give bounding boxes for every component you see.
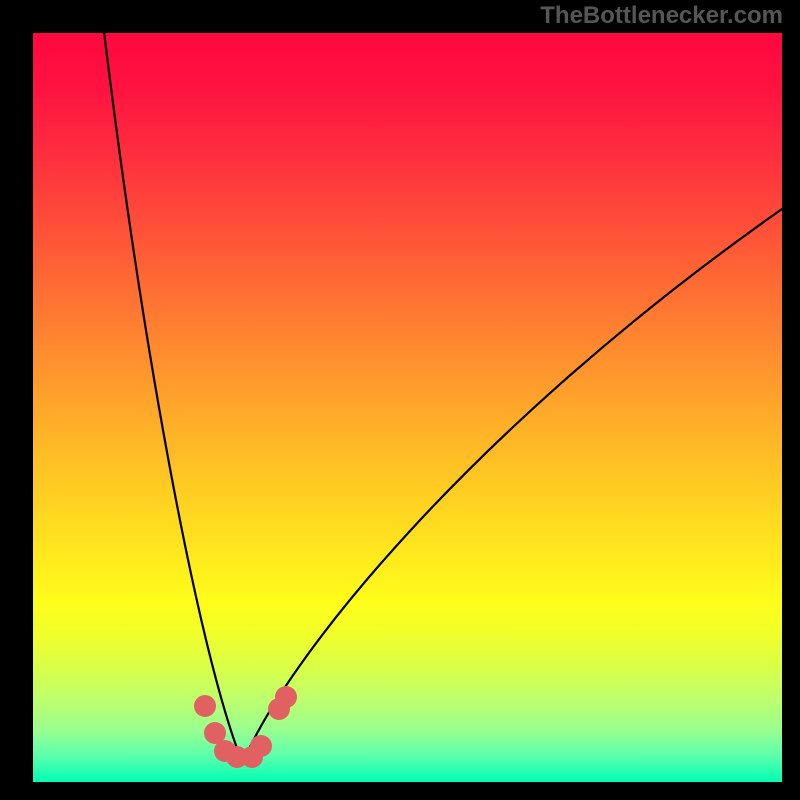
plot-area — [33, 33, 782, 782]
chart-frame: TheBottlenecker.com — [0, 0, 800, 800]
curve-marker — [250, 735, 272, 757]
curve-layer — [33, 33, 782, 782]
bottleneck-curve — [104, 33, 782, 763]
watermark-text: TheBottlenecker.com — [540, 2, 783, 30]
curve-marker — [194, 695, 216, 717]
curve-marker — [275, 686, 297, 708]
